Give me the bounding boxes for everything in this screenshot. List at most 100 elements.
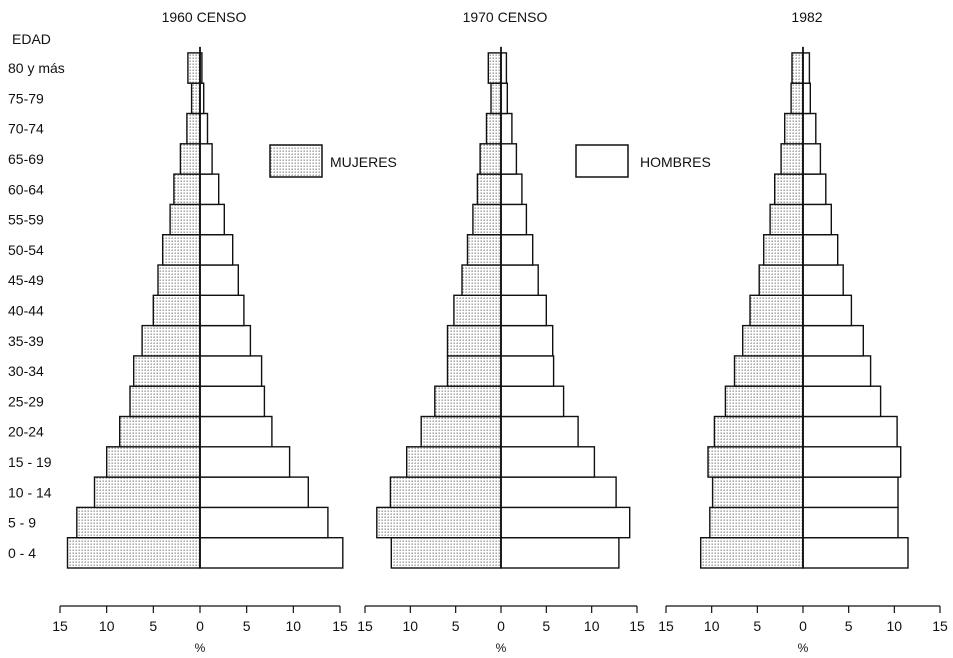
- bar-mujeres-65-69: [479, 143, 502, 175]
- x-tick-label: 15: [332, 618, 348, 634]
- x-tick-label: 5: [845, 618, 853, 634]
- x-tick-label: 10: [584, 618, 600, 634]
- bar-mujeres-65-69: [179, 143, 201, 175]
- bar-hombres-55-59: [802, 203, 832, 236]
- panel-title: 1970 CENSO: [463, 9, 548, 25]
- bar-hombres-70-74: [500, 112, 513, 145]
- age-label-70-74: 70-74: [8, 121, 44, 137]
- bar-hombres-25-29: [500, 385, 565, 418]
- bar-mujeres-5-9: [376, 506, 502, 539]
- age-label-55-59: 55-59: [8, 212, 44, 228]
- bar-hombres-75-79: [500, 82, 509, 115]
- bar-hombres-15-19: [500, 446, 596, 478]
- bar-hombres-5-9: [802, 506, 899, 539]
- x-tick-label: 10: [403, 618, 419, 634]
- bar-hombres-40-44: [199, 294, 245, 327]
- bar-hombres-20-24: [199, 415, 273, 448]
- bar-mujeres-50-54: [466, 233, 502, 266]
- age-label-65-69: 65-69: [8, 151, 44, 167]
- panel-1970-censo: 1970 CENSO 15 10 5 0 5 10 15%: [357, 9, 645, 655]
- bar-hombres-50-54: [500, 233, 534, 266]
- bar-hombres-65-69: [802, 143, 822, 175]
- age-label-60-64: 60-64: [8, 181, 44, 197]
- age-label-35-39: 35-39: [8, 333, 44, 349]
- bar-mujeres-20-24: [420, 415, 502, 448]
- age-label-25-29: 25-29: [8, 393, 44, 409]
- bar-hombres-70-74: [802, 112, 817, 145]
- legend-item-hombres: HOMBRES: [575, 144, 711, 178]
- bar-mujeres-25-29: [434, 385, 502, 418]
- bar-hombres-50-54: [199, 233, 234, 266]
- bar-hombres-15-19: [199, 446, 291, 478]
- legend-label-hombres: HOMBRES: [640, 154, 711, 170]
- bar-mujeres-40-44: [749, 294, 804, 327]
- bar-mujeres-15-19: [406, 446, 502, 478]
- bar-mujeres-70-74: [186, 112, 201, 145]
- x-tick-label: 10: [704, 618, 720, 634]
- legend-swatch-mujeres: [269, 144, 323, 178]
- bar-hombres-25-29: [199, 385, 266, 418]
- bar-hombres-15-19: [802, 446, 902, 478]
- age-label-15-19: 15 - 19: [8, 454, 52, 470]
- bar-hombres-20-24: [500, 415, 579, 448]
- bar-mujeres-40-44: [453, 294, 502, 327]
- bar-mujeres-20-24: [713, 415, 804, 448]
- bar-mujeres-15-19: [105, 446, 201, 478]
- bar-hombres-65-69: [500, 143, 518, 175]
- bar-mujeres-70-74: [784, 112, 804, 145]
- x-tick-label: 10: [887, 618, 903, 634]
- bar-hombres-50-54: [802, 233, 839, 266]
- bar-mujeres-15-19: [707, 446, 804, 478]
- x-tick-label: 0: [196, 618, 204, 634]
- x-tick-label: 15: [357, 618, 373, 634]
- bar-mujeres-80-y-m-s: [791, 52, 804, 84]
- bar-hombres-40-44: [802, 294, 853, 327]
- bar-hombres-5-9: [199, 506, 329, 539]
- bar-hombres-80-y-m-s: [802, 52, 811, 84]
- panel-title: 1982: [791, 9, 822, 25]
- age-label-45-49: 45-49: [8, 272, 44, 288]
- age-label-40-44: 40-44: [8, 302, 44, 318]
- bar-mujeres-75-79: [790, 82, 804, 115]
- x-tick-label: 5: [542, 618, 550, 634]
- bar-mujeres-5-9: [709, 506, 804, 539]
- bar-hombres-70-74: [199, 112, 209, 145]
- bar-mujeres-80-y-m-s: [487, 52, 502, 84]
- bar-hombres-0-4: [500, 537, 620, 569]
- bar-mujeres-55-59: [769, 203, 804, 236]
- bar-hombres-55-59: [199, 203, 225, 236]
- bar-mujeres-65-69: [780, 143, 804, 175]
- age-label-75-79: 75-79: [8, 90, 44, 106]
- bar-mujeres-80-y-m-s: [187, 52, 201, 84]
- age-label-5-9: 5 - 9: [8, 515, 36, 531]
- age-label-80-y-m-s: 80 y más: [8, 60, 65, 76]
- bar-mujeres-40-44: [152, 294, 201, 327]
- x-tick-label: 15: [658, 618, 674, 634]
- bar-mujeres-45-49: [758, 264, 804, 296]
- bar-hombres-75-79: [802, 82, 812, 115]
- age-label-50-54: 50-54: [8, 242, 44, 258]
- bar-hombres-60-64: [802, 173, 827, 206]
- bar-hombres-30-34: [802, 355, 872, 387]
- panel-1960-censo: 1960 CENSO 15 10 5 0 5 10 15%: [52, 9, 348, 655]
- bar-hombres-35-39: [500, 324, 554, 357]
- bar-mujeres-50-54: [161, 233, 201, 266]
- bar-mujeres-10-14: [93, 476, 201, 509]
- bar-hombres-5-9: [500, 506, 631, 539]
- bar-hombres-0-4: [802, 537, 909, 569]
- bar-mujeres-5-9: [76, 506, 201, 539]
- bar-mujeres-75-79: [190, 82, 201, 115]
- x-tick-label: 15: [629, 618, 645, 634]
- bar-mujeres-30-34: [733, 355, 804, 387]
- bar-mujeres-60-64: [476, 173, 502, 206]
- x-axis-label: %: [798, 641, 809, 655]
- legend: MUJERES HOMBRES: [269, 144, 711, 178]
- age-label-10-14: 10 - 14: [8, 484, 52, 500]
- bar-hombres-45-49: [199, 264, 239, 296]
- bar-mujeres-45-49: [461, 264, 502, 296]
- bar-mujeres-50-54: [763, 233, 804, 266]
- x-tick-label: 10: [286, 618, 302, 634]
- bar-hombres-55-59: [500, 203, 528, 236]
- x-tick-label: 10: [99, 618, 115, 634]
